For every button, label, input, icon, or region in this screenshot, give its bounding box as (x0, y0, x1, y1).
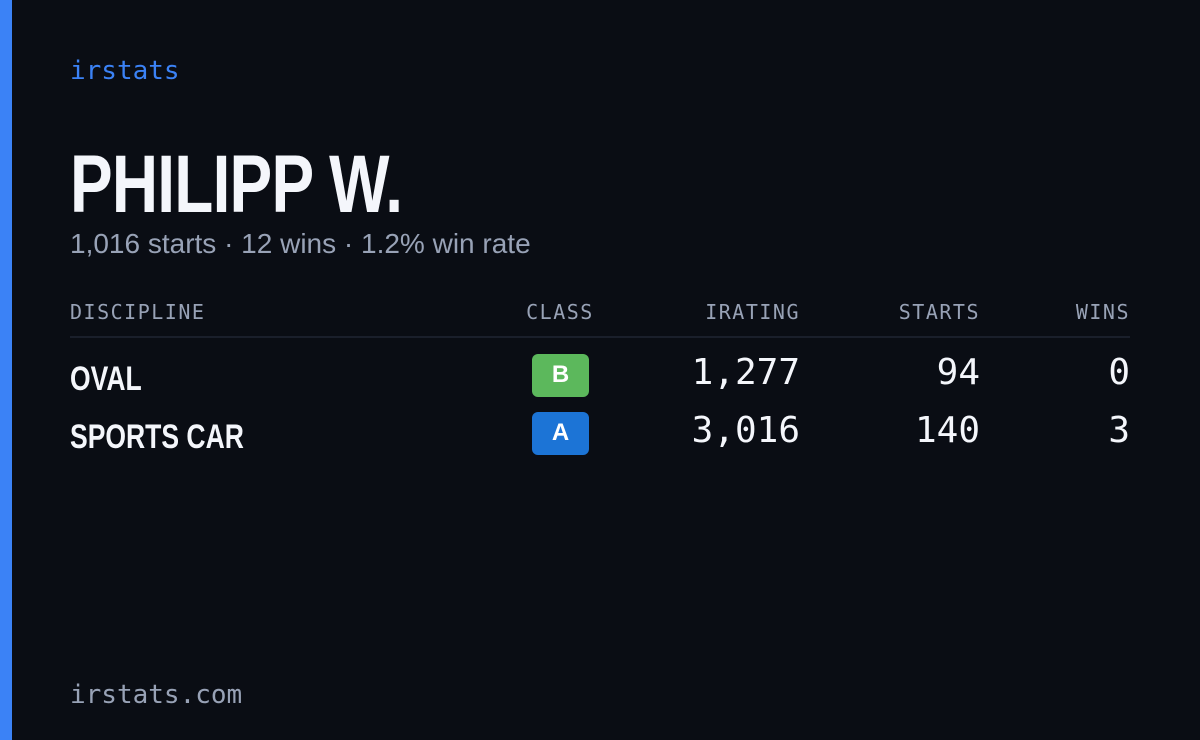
header-rule (70, 336, 1130, 338)
brand: irstats (70, 56, 180, 86)
footer: irstats.com (70, 680, 243, 710)
column-header: STARTS (898, 300, 980, 324)
discipline: SPORTS CAR (70, 418, 244, 456)
wins: 3 (1108, 410, 1130, 451)
irating: 3,016 (691, 410, 800, 451)
irating: 1,277 (691, 352, 800, 393)
class-badge: B (532, 354, 589, 397)
player-name: PHILIPP W. (70, 139, 403, 230)
starts: 140 (914, 410, 980, 451)
wins: 0 (1108, 352, 1130, 393)
column-header: CLASS (526, 300, 594, 324)
summary: 1,016 starts · 12 wins · 1.2% win rate (70, 228, 531, 259)
class-badge: A (532, 412, 589, 455)
discipline: OVAL (70, 360, 142, 398)
column-header: WINS (1075, 300, 1130, 324)
accent-bar (0, 0, 12, 740)
column-header: IRATING (705, 300, 800, 324)
column-header: DISCIPLINE (70, 300, 206, 324)
starts: 94 (936, 352, 980, 393)
